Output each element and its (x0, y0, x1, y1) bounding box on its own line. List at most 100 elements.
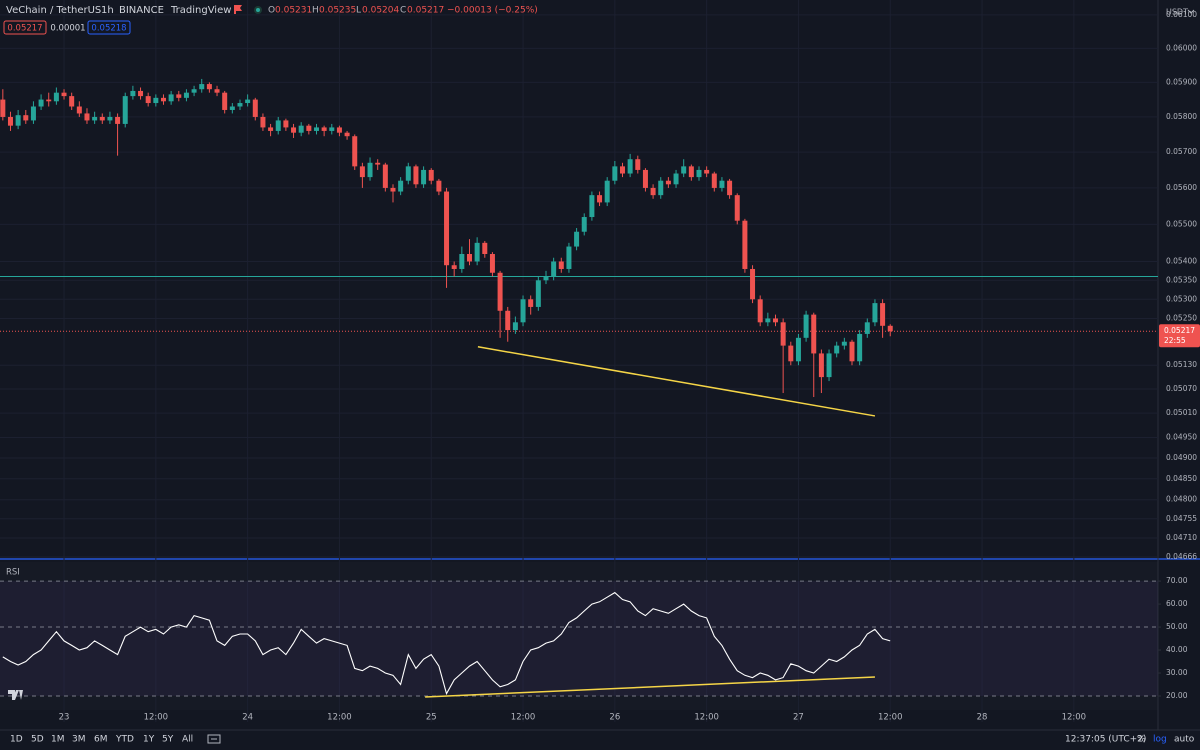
y-tick-label: 0.05600 (1166, 183, 1197, 192)
currency[interactable]: USDT (1166, 8, 1188, 17)
candle-body (719, 180, 725, 188)
x-tick-label: 12:00 (694, 713, 719, 723)
currency-dropdown[interactable] (1187, 9, 1195, 14)
candle-body (160, 97, 166, 102)
candle-body (413, 166, 419, 185)
range-button[interactable]: 5D (31, 735, 44, 745)
range-button[interactable]: 6M (94, 735, 108, 745)
ohlc-value: 0.05204 (362, 6, 399, 16)
y-tick-label: 0.05070 (1166, 384, 1197, 393)
candle-body (268, 127, 274, 131)
range-button[interactable]: 1Y (143, 735, 155, 745)
candle-body (84, 113, 90, 121)
scale-option[interactable]: % (1137, 735, 1146, 745)
date-range-icon[interactable] (207, 734, 221, 744)
status-dot (256, 8, 260, 12)
candle-body (665, 180, 671, 185)
trend-line (425, 676, 875, 698)
candle-body (291, 127, 297, 133)
candle-body (673, 173, 679, 185)
clock: 12:37:05 (UTC+2) (1065, 735, 1146, 745)
candle-body (826, 353, 832, 378)
spread: 0.00001 (50, 24, 85, 34)
y-tick-label: 30.00 (1166, 668, 1188, 677)
candle-body (283, 120, 289, 128)
candle-body (757, 299, 763, 323)
candle-body (742, 220, 748, 269)
ohlc-key: O (268, 6, 275, 16)
rsi-band (0, 581, 1158, 697)
range-button[interactable]: YTD (115, 735, 134, 745)
range-button[interactable]: 5Y (162, 735, 174, 745)
candle-body (122, 96, 128, 124)
last-price-box (1159, 324, 1200, 348)
candle-body (352, 136, 358, 167)
range-button[interactable]: 1D (10, 735, 23, 745)
candle-body (658, 180, 664, 196)
candle-body (405, 166, 411, 181)
toolbar: 1D 5D 1M 3M 6M YTD 1Y 5Y All% log auto (10, 735, 1195, 745)
range-button[interactable]: 1M (51, 735, 65, 745)
y-tick-label: 0.04666 (1166, 552, 1197, 561)
candle-body (811, 314, 817, 354)
candle-body (765, 318, 771, 323)
symbol: VeChain / TetherUS (6, 5, 101, 16)
candle-body (627, 159, 633, 174)
buy-badge[interactable] (87, 20, 131, 35)
candle-body (69, 96, 75, 107)
flag-icon[interactable] (234, 5, 242, 14)
candle-body (451, 265, 457, 269)
x-tick-label: 12:00 (1062, 713, 1087, 723)
candle-body (138, 90, 144, 97)
candle-body (382, 164, 388, 188)
candle-body (336, 127, 342, 133)
ohlc-value: 0.05235 (319, 6, 356, 16)
buy-price[interactable]: 0.05218 (91, 24, 126, 34)
y-tick-label: 0.05800 (1166, 112, 1197, 121)
candle-body (275, 120, 281, 131)
x-tick-label: 25 (426, 713, 437, 723)
y-tick-label: 0.06000 (1166, 43, 1197, 52)
candle-body (772, 318, 778, 323)
candle-body (99, 116, 105, 121)
y-tick-label: 0.04755 (1166, 514, 1197, 523)
candle-body (880, 303, 886, 326)
candle-body (153, 97, 159, 104)
candle-body (191, 89, 197, 93)
candle-body (30, 106, 36, 121)
candle-body (589, 195, 595, 218)
candle-body (183, 92, 189, 98)
change: −0.00013 (−0.25%) (447, 6, 538, 16)
x-tick-label: 12:00 (878, 713, 903, 723)
candle-body (512, 322, 518, 331)
source: TradingView (170, 5, 231, 16)
sell-price[interactable]: 0.05217 (7, 24, 42, 34)
interval: 1h (101, 5, 114, 16)
tv-logo[interactable] (8, 690, 23, 700)
y-tick-label: 0.06100 (1166, 10, 1197, 19)
candle-body (543, 276, 549, 281)
y-tick-label: 0.04900 (1166, 453, 1197, 462)
candle-body (421, 169, 427, 185)
candle-body (696, 169, 702, 178)
x-tick-label: 23 (59, 713, 70, 723)
candle-body (551, 261, 557, 277)
range-button[interactable]: All (182, 735, 193, 745)
sell-badge[interactable] (3, 20, 47, 35)
candle-body (505, 310, 511, 331)
y-tick-label: 0.05010 (1166, 408, 1197, 417)
candle-body (604, 180, 610, 203)
range-button[interactable]: 3M (72, 735, 86, 745)
x-tick-label: 12:00 (144, 713, 169, 723)
scale-option[interactable]: auto (1174, 735, 1195, 745)
candle-body (199, 84, 205, 90)
candle-body (581, 217, 587, 232)
y-tick-label: 60.00 (1166, 599, 1188, 608)
y-tick-label: 0.05250 (1166, 313, 1197, 322)
candle-body (115, 116, 121, 124)
candle-body (734, 195, 740, 221)
candle-body (887, 325, 893, 332)
scale-option[interactable]: log (1153, 735, 1167, 745)
candle-body (466, 254, 472, 262)
candle-body (688, 166, 694, 178)
